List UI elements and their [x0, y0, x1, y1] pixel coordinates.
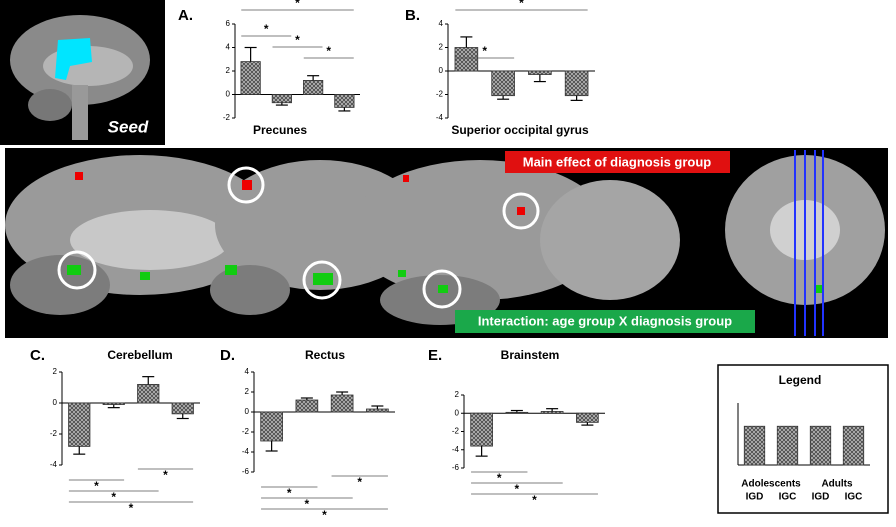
category-label: IGD	[746, 492, 764, 503]
chart-title: Precunes	[253, 123, 307, 137]
y-tick-label: 4	[226, 43, 231, 52]
category-label: IGD	[812, 492, 830, 503]
y-tick-label: -2	[50, 429, 58, 438]
category-label: IGC	[779, 492, 797, 503]
bar	[330, 394, 354, 413]
y-tick-label: -4	[436, 113, 444, 122]
significance-label: *	[111, 490, 116, 504]
significance-label: *	[515, 482, 520, 496]
y-tick-label: 0	[439, 66, 444, 75]
y-tick-label: 0	[226, 90, 231, 99]
y-tick-label: 0	[53, 398, 58, 407]
bar	[505, 411, 529, 414]
y-tick-label: 0	[245, 407, 250, 416]
y-tick-label: 0	[455, 408, 460, 417]
y-tick-label: 2	[439, 43, 444, 52]
category-label: IGC	[845, 492, 863, 503]
chart-title: Cerebellum	[107, 348, 172, 362]
chart-title: Brainstem	[501, 348, 560, 362]
bar	[743, 425, 766, 466]
panel-label: A.	[178, 7, 193, 24]
bar	[564, 70, 589, 97]
bar	[171, 402, 194, 415]
bar	[271, 94, 292, 104]
bar	[540, 411, 564, 414]
y-tick-label: -2	[223, 113, 231, 122]
bar	[842, 425, 865, 466]
y-tick-label: -4	[452, 445, 460, 454]
significance-label: *	[94, 479, 99, 493]
bar	[470, 412, 493, 447]
significance-label: *	[129, 501, 134, 515]
y-tick-label: 2	[226, 66, 231, 75]
y-tick-label: 6	[226, 19, 231, 28]
y-tick-label: 2	[455, 390, 460, 399]
significance-label: *	[326, 44, 331, 58]
panel-label: C.	[30, 347, 45, 364]
bar	[260, 411, 283, 442]
group-label: Adults	[821, 479, 853, 490]
bar	[295, 399, 319, 413]
y-tick-label: -2	[436, 90, 444, 99]
bar	[68, 402, 91, 447]
y-tick-label: 4	[439, 19, 444, 28]
legend-box	[717, 364, 889, 514]
y-tick-label: 2	[245, 387, 250, 396]
bar	[303, 80, 324, 95]
interaction-label: Interaction: age group X diagnosis group	[478, 313, 732, 328]
brain-strip: Main effect of diagnosis group Interacti…	[5, 148, 888, 338]
significance-label: *	[357, 475, 362, 489]
main-effect-label: Main effect of diagnosis group	[523, 154, 712, 169]
bar	[491, 70, 515, 97]
seed-image: Seed	[0, 0, 165, 145]
panel-label: B.	[405, 7, 420, 24]
significance-label: *	[305, 497, 310, 511]
significance-label: *	[295, 0, 300, 10]
chart-title: Superior occipital gyrus	[451, 123, 589, 137]
y-tick-label: -6	[242, 467, 250, 476]
chart-title: Rectus	[305, 348, 345, 362]
seed-label: Seed	[108, 117, 149, 136]
bar	[454, 47, 479, 72]
significance-label: *	[295, 33, 300, 47]
significance-label: *	[519, 0, 524, 10]
panel-label: D.	[220, 347, 235, 364]
significance-label: *	[287, 486, 292, 500]
bar	[576, 412, 599, 423]
significance-label: *	[482, 44, 487, 58]
bar	[334, 94, 355, 108]
y-tick-label: -6	[452, 463, 460, 472]
y-tick-label: 2	[53, 367, 58, 376]
significance-label: *	[322, 508, 327, 522]
panel-label: E.	[428, 347, 442, 364]
chart-title: Legend	[779, 373, 822, 387]
significance-label: *	[497, 471, 502, 485]
bar	[137, 383, 160, 404]
group-label: Adolescents	[741, 479, 801, 490]
y-tick-label: 4	[245, 367, 250, 376]
bar	[102, 402, 125, 405]
significance-label: *	[532, 493, 537, 507]
bar	[366, 408, 389, 413]
bar	[240, 61, 261, 95]
y-tick-label: -2	[452, 427, 460, 436]
y-tick-label: -4	[50, 460, 58, 469]
significance-label: *	[163, 468, 168, 482]
y-tick-label: -4	[242, 447, 250, 456]
bar	[776, 425, 799, 466]
bar	[809, 425, 832, 466]
significance-label: *	[264, 22, 269, 36]
y-tick-label: -2	[242, 427, 250, 436]
bar	[528, 70, 552, 75]
